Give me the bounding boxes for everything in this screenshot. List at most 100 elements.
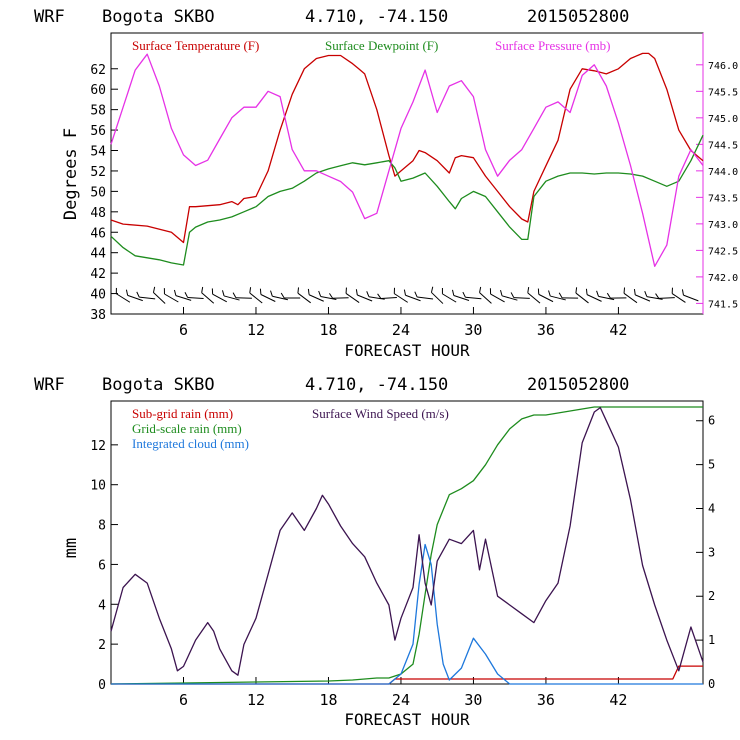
wind-barb (211, 288, 227, 303)
y-tick-label: 10 (90, 479, 106, 494)
y2-tick-label: 5 (708, 458, 715, 472)
wind-barb (163, 288, 179, 303)
y2-tick-label: 3 (708, 545, 715, 559)
top-y-axis-label: Degrees F (61, 128, 81, 220)
y2-tick-label: 6 (708, 414, 715, 428)
y2-tick-label: 4 (708, 501, 715, 515)
bottom-header-coords: 4.710, -74.150 (305, 375, 448, 395)
x-tick-label: 30 (464, 691, 482, 709)
wind-barb (280, 292, 301, 299)
y-tick-label: 44 (90, 247, 106, 262)
y-tick-label: 6 (98, 558, 106, 573)
wind-barb (451, 289, 470, 301)
series-integrated-cloud (111, 543, 703, 685)
wind-barb (575, 287, 589, 304)
wind-barb (623, 287, 638, 304)
wind-barb (355, 289, 373, 302)
y-tick-label: 12 (90, 439, 106, 454)
y2-tick-label: 2 (708, 589, 715, 603)
bottom-header-station: Bogota SKBO (102, 375, 215, 395)
wind-barb (585, 288, 602, 302)
y2-tick-label: 741.5 (708, 299, 738, 310)
bottom-left-axis: 0 2 4 6 8 10 12 (90, 439, 118, 693)
x-tick-label: 24 (392, 691, 410, 709)
y2-tick-label: 743.0 (708, 220, 738, 231)
wind-barb (606, 292, 627, 299)
legend-surface-pressure: Surface Pressure (mb) (495, 38, 611, 53)
wind-barb (681, 289, 699, 302)
wind-barb (489, 288, 505, 303)
y2-tick-label: 745.0 (708, 114, 738, 125)
top-x-axis-label: FORECAST HOUR (344, 341, 470, 360)
wind-barb (633, 289, 651, 302)
top-panel: WRF Bogota SKBO 4.710, -74.150 201505280… (34, 7, 738, 360)
wind-barb (671, 287, 686, 303)
y2-tick-label: 743.5 (708, 193, 738, 204)
series-surface-temperature (110, 52, 704, 244)
wind-barb (537, 288, 554, 303)
series-surface-pressure (110, 53, 704, 267)
wind-barb (125, 289, 143, 302)
wind-barb (548, 290, 566, 301)
series-surface-wind-speed (110, 406, 704, 676)
top-x-axis: 6 12 18 24 30 36 42 (179, 307, 627, 339)
wind-barb (414, 291, 434, 300)
wind-barb (527, 287, 541, 304)
wind-barb (152, 286, 166, 304)
y-tick-label: 56 (90, 124, 106, 139)
y-tick-label: 60 (90, 83, 106, 98)
y2-tick-label: 746.0 (708, 61, 738, 72)
wind-barb (318, 290, 337, 301)
y-tick-label: 58 (90, 104, 106, 119)
wind-barb (297, 287, 311, 304)
y-tick-label: 0 (98, 678, 106, 693)
y-tick-label: 42 (90, 267, 106, 282)
y-tick-label: 40 (90, 288, 106, 303)
x-tick-label: 42 (609, 321, 627, 339)
wind-barb (462, 291, 482, 300)
y2-tick-label: 0 (708, 677, 715, 691)
bottom-series-group (110, 406, 704, 685)
legend-gridscale-rain: Grid-scale rain (mm) (132, 421, 242, 436)
series-grid-scale-rain (110, 406, 703, 685)
wind-barb (173, 289, 192, 301)
legend-integrated-cloud: Integrated cloud (mm) (132, 436, 249, 451)
top-left-axis: 38 40 42 44 46 48 50 52 54 56 58 60 62 (90, 63, 118, 323)
y-tick-label: 52 (90, 165, 106, 180)
x-tick-label: 24 (392, 321, 410, 339)
x-tick-label: 42 (609, 691, 627, 709)
y2-tick-label: 1 (708, 633, 715, 647)
wind-barb (430, 286, 444, 304)
wind-barb (329, 293, 349, 299)
wind-barb (479, 286, 492, 304)
y2-tick-label: 744.0 (708, 167, 738, 178)
wind-barb (596, 290, 615, 301)
y-tick-label: 50 (90, 185, 106, 200)
wind-barb (377, 293, 397, 300)
wind-barb (558, 292, 579, 299)
y2-tick-label: 745.5 (708, 87, 738, 98)
x-tick-label: 36 (537, 691, 555, 709)
x-tick-label: 18 (319, 321, 337, 339)
x-tick-label: 18 (319, 691, 337, 709)
series-surface-dewpoint (110, 134, 704, 266)
wind-barb (201, 286, 215, 304)
top-right-axis: 741.5 742.0 742.5 743.0 743.5 744.0 744.5 745.0… (696, 61, 738, 310)
top-header-station: Bogota SKBO (102, 7, 215, 27)
y-tick-label: 2 (98, 638, 106, 653)
bottom-header-model: WRF (34, 375, 65, 395)
wind-barb (510, 292, 530, 299)
wind-barb (441, 288, 457, 303)
bottom-x-axis: 6 12 18 24 30 36 42 (179, 677, 627, 709)
wind-barbs (115, 286, 699, 304)
y-tick-label: 8 (98, 519, 106, 534)
legend-subgrid-rain: Sub-grid rain (mm) (132, 406, 233, 421)
top-header-run: 2015052800 (527, 7, 629, 27)
wind-barb (345, 287, 360, 303)
x-tick-label: 36 (537, 321, 555, 339)
y-tick-label: 46 (90, 226, 106, 241)
bottom-x-axis-label: FORECAST HOUR (344, 710, 470, 729)
legend-wind-speed: Surface Wind Speed (m/s) (312, 406, 449, 421)
legend-surface-temperature: Surface Temperature (F) (132, 38, 259, 53)
wind-barb (232, 292, 252, 299)
